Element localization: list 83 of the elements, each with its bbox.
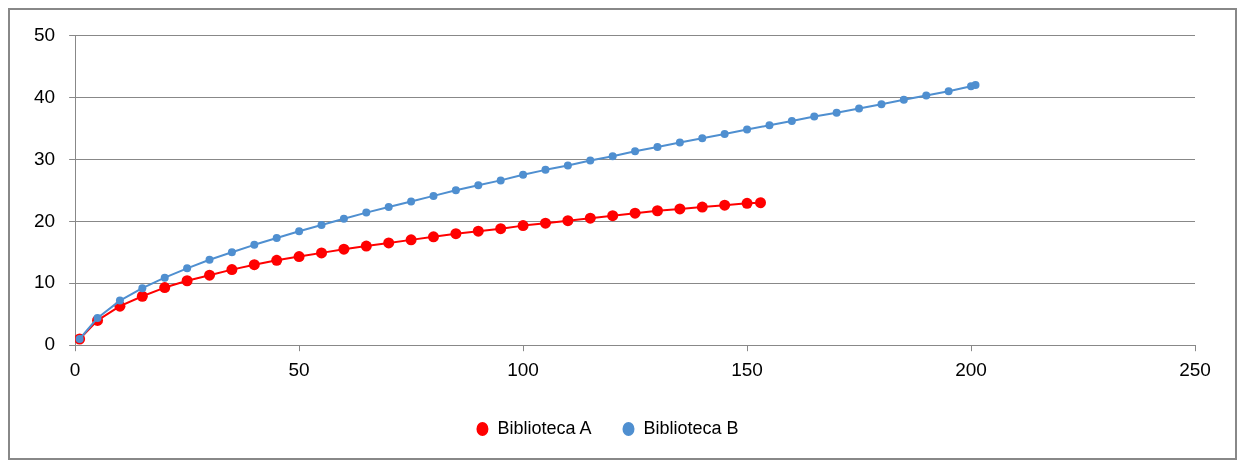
point bbox=[631, 147, 640, 156]
point bbox=[810, 112, 819, 121]
point bbox=[248, 259, 260, 271]
point bbox=[339, 214, 348, 223]
point bbox=[765, 121, 774, 130]
point bbox=[115, 296, 124, 305]
point bbox=[607, 210, 619, 222]
point bbox=[159, 282, 171, 294]
point bbox=[295, 227, 304, 236]
point bbox=[696, 201, 708, 213]
point bbox=[136, 290, 148, 302]
point bbox=[360, 240, 372, 252]
point bbox=[227, 248, 236, 257]
point bbox=[472, 225, 484, 237]
point bbox=[338, 243, 350, 255]
legend-label: Biblioteca B bbox=[643, 417, 739, 438]
point bbox=[451, 186, 460, 195]
point bbox=[272, 234, 281, 243]
point bbox=[183, 264, 192, 273]
x-tick-label: 50 bbox=[288, 358, 310, 380]
point bbox=[384, 203, 393, 212]
point bbox=[160, 273, 169, 282]
point bbox=[944, 87, 953, 96]
point bbox=[787, 116, 796, 125]
point bbox=[651, 205, 663, 217]
point bbox=[383, 237, 395, 249]
point bbox=[293, 251, 305, 263]
point bbox=[517, 220, 529, 232]
point bbox=[719, 199, 731, 211]
x-tick-label: 0 bbox=[69, 358, 81, 380]
point bbox=[586, 156, 595, 165]
x-tick-label: 200 bbox=[955, 358, 987, 380]
point bbox=[971, 80, 980, 89]
point bbox=[450, 228, 462, 240]
point bbox=[741, 197, 753, 209]
point bbox=[855, 104, 864, 113]
point bbox=[562, 215, 574, 227]
point bbox=[922, 91, 931, 100]
point bbox=[138, 284, 147, 293]
point bbox=[754, 197, 766, 209]
point bbox=[653, 142, 662, 151]
point bbox=[205, 255, 214, 264]
point bbox=[496, 176, 505, 185]
point bbox=[539, 217, 551, 229]
point bbox=[674, 203, 686, 215]
point bbox=[899, 95, 908, 104]
point bbox=[519, 170, 528, 179]
y-tick-label: 50 bbox=[33, 23, 56, 45]
point bbox=[877, 100, 886, 109]
point bbox=[474, 181, 483, 190]
point bbox=[405, 234, 417, 246]
y-tick-label: 10 bbox=[33, 271, 56, 293]
legend-label: Biblioteca A bbox=[497, 417, 592, 438]
point bbox=[250, 240, 259, 249]
point bbox=[698, 134, 707, 143]
point bbox=[629, 207, 641, 219]
point bbox=[362, 208, 371, 217]
y-tick-label: 30 bbox=[33, 147, 56, 169]
x-tick-label: 100 bbox=[507, 358, 539, 380]
point bbox=[271, 254, 283, 266]
point bbox=[495, 223, 507, 235]
point bbox=[204, 269, 216, 281]
point bbox=[832, 108, 841, 117]
point bbox=[316, 247, 327, 259]
point bbox=[675, 138, 684, 147]
y-tick-label: 0 bbox=[44, 333, 56, 355]
y-tick-label: 40 bbox=[33, 85, 56, 107]
point bbox=[181, 275, 193, 287]
point bbox=[720, 129, 729, 138]
point bbox=[743, 125, 752, 134]
point bbox=[407, 197, 416, 206]
point bbox=[541, 165, 550, 174]
point bbox=[563, 161, 572, 170]
x-tick-label: 250 bbox=[1179, 358, 1211, 380]
point bbox=[317, 221, 326, 229]
point bbox=[427, 231, 439, 243]
point bbox=[93, 313, 102, 322]
point bbox=[226, 264, 238, 276]
point bbox=[584, 212, 596, 224]
point bbox=[429, 191, 438, 200]
x-tick-label: 150 bbox=[731, 358, 763, 380]
point bbox=[608, 152, 617, 161]
y-tick-label: 20 bbox=[33, 209, 56, 231]
